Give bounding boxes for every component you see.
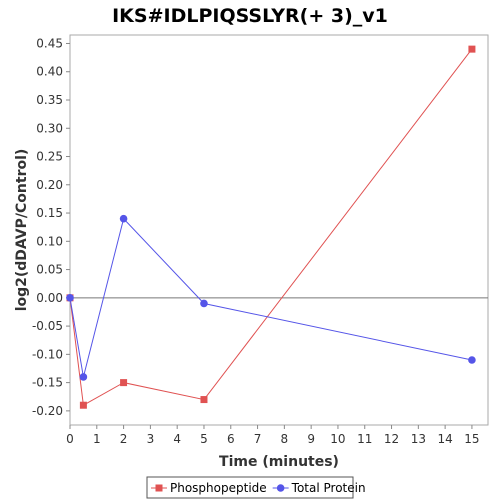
data-point xyxy=(66,294,74,302)
legend: Phosphopeptide Total Protein xyxy=(146,476,366,499)
y-tick-label: 0.40 xyxy=(36,65,63,79)
x-tick-label: 14 xyxy=(437,432,452,446)
x-tick-label: 1 xyxy=(93,432,101,446)
y-tick-label: -0.05 xyxy=(32,319,63,333)
x-tick-label: 15 xyxy=(464,432,479,446)
data-point xyxy=(200,396,208,404)
chart-title: IKS#IDLPIQSSLYR(+ 3)_v1 xyxy=(112,5,388,27)
y-tick-label: 0.00 xyxy=(36,291,63,305)
y-tick-label: -0.10 xyxy=(32,347,63,361)
legend-label: Total Protein xyxy=(291,481,366,495)
x-tick-label: 13 xyxy=(411,432,426,446)
x-tick-label: 11 xyxy=(357,432,372,446)
x-tick-label: 8 xyxy=(281,432,289,446)
y-axis-label: log2(dDAVP/Control) xyxy=(14,149,30,312)
x-tick-label: 7 xyxy=(254,432,262,446)
x-axis-label: Time (minutes) xyxy=(219,454,339,470)
x-tick-label: 3 xyxy=(147,432,155,446)
y-tick-label: 0.45 xyxy=(36,36,63,50)
y-tick-label: -0.15 xyxy=(32,376,63,390)
data-point xyxy=(468,45,476,53)
series-layer xyxy=(66,45,476,409)
x-tick-label: 0 xyxy=(66,432,74,446)
y-tick-label: -0.20 xyxy=(32,404,63,418)
legend-box xyxy=(146,476,354,499)
y-tick-label: 0.30 xyxy=(36,121,63,135)
x-tick-label: 12 xyxy=(384,432,399,446)
y-axis: -0.20 -0.15 -0.10 -0.05 0.00 0.05 0.10 0.15 0.20… xyxy=(32,36,70,418)
data-point xyxy=(119,214,128,223)
data-point xyxy=(79,401,87,409)
y-tick-label: 0.15 xyxy=(36,206,63,220)
plot-area xyxy=(69,34,489,426)
y-tick-label: 0.35 xyxy=(36,93,63,107)
x-tick-label: 5 xyxy=(200,432,208,446)
x-tick-label: 6 xyxy=(227,432,235,446)
x-axis: 0 1 2 3 4 5 6 7 8 9 10 11 12 13 14 15 xyxy=(66,425,480,446)
legend-marker xyxy=(155,484,163,492)
data-point xyxy=(200,299,208,308)
data-point xyxy=(79,373,88,381)
legend-marker xyxy=(276,484,285,492)
y-tick-label: 0.25 xyxy=(36,150,63,164)
legend-label: Phosphopeptide xyxy=(170,481,267,495)
x-tick-label: 2 xyxy=(120,432,128,446)
y-tick-label: 0.10 xyxy=(36,234,63,248)
x-tick-label: 9 xyxy=(307,432,315,446)
data-point xyxy=(120,379,128,387)
x-tick-label: 4 xyxy=(173,432,181,446)
y-tick-label: 0.05 xyxy=(36,263,63,277)
x-tick-label: 10 xyxy=(330,432,345,446)
y-tick-label: 0.20 xyxy=(36,178,63,192)
data-point xyxy=(468,356,476,364)
